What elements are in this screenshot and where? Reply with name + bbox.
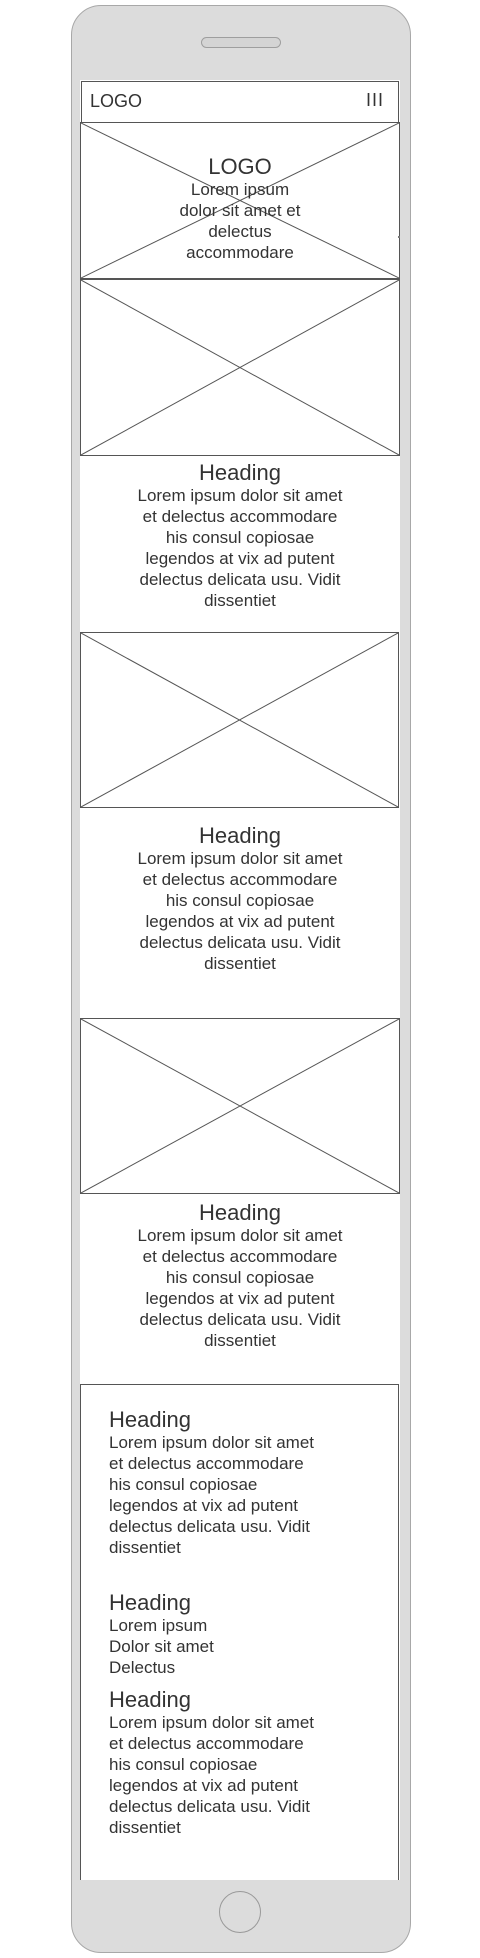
- speaker-grille: [201, 37, 281, 48]
- placeholder-cross-icon: [81, 123, 399, 278]
- section-line: et delectus accommodare: [142, 507, 338, 526]
- hero-image-placeholder: [80, 122, 400, 279]
- section-text-3: Heading Lorem ipsum dolor sit amet et de…: [80, 1200, 400, 1351]
- section-line: his consul copiosae: [165, 891, 315, 910]
- footer-heading: Heading: [109, 1407, 191, 1432]
- section-line: legendos at vix ad putent: [145, 912, 335, 931]
- hamburger-menu-icon[interactable]: III: [365, 90, 384, 110]
- footer-link[interactable]: Dolor sit amet: [109, 1637, 214, 1656]
- image-placeholder: [80, 1018, 400, 1194]
- footer-line: dissentiet: [109, 1538, 181, 1557]
- section-line: et delectus accommodare: [142, 870, 338, 889]
- footer-heading: Heading: [109, 1590, 191, 1615]
- image-placeholder: [80, 279, 400, 456]
- section-line: his consul copiosae: [165, 528, 315, 547]
- footer-line: Lorem ipsum dolor sit amet: [109, 1713, 315, 1732]
- footer-link[interactable]: Delectus: [109, 1658, 176, 1677]
- section-line: his consul copiosae: [165, 1268, 315, 1287]
- section-heading: Heading: [199, 823, 281, 848]
- footer-block-2: Heading Lorem ipsum Dolor sit amet Delec…: [109, 1590, 359, 1678]
- footer-line: legendos at vix ad putent: [109, 1776, 299, 1795]
- nav-logo[interactable]: LOGO: [90, 91, 143, 111]
- footer-heading: Heading: [109, 1687, 191, 1712]
- footer-block-1: Heading Lorem ipsum dolor sit amet et de…: [109, 1407, 359, 1558]
- section-line: Lorem ipsum dolor sit amet: [137, 486, 343, 505]
- footer-line: et delectus accommodare: [109, 1734, 304, 1753]
- phone-screen: [80, 80, 400, 1880]
- hero-line: dolor sit amet et: [179, 201, 301, 220]
- footer-line: et delectus accommodare: [109, 1454, 304, 1473]
- section-line: dissentiet: [204, 954, 276, 973]
- section-line: Lorem ipsum dolor sit amet: [137, 1226, 343, 1245]
- section-line: delectus delicata usu. Vidit: [139, 933, 341, 952]
- section-line: dissentiet: [204, 1331, 276, 1350]
- section-line: delectus delicata usu. Vidit: [139, 1310, 341, 1329]
- footer-line: delectus delicata usu. Vidit: [109, 1517, 310, 1536]
- section-line: delectus delicata usu. Vidit: [139, 570, 341, 589]
- image-placeholder: [80, 632, 399, 808]
- section-line: dissentiet: [204, 591, 276, 610]
- edge-mark: [398, 236, 400, 238]
- hero-text: LOGO Lorem ipsum dolor sit amet et delec…: [160, 155, 320, 263]
- hero-line: delectus: [208, 222, 272, 241]
- section-line: et delectus accommodare: [142, 1247, 338, 1266]
- placeholder-cross-icon: [81, 1019, 399, 1193]
- section-heading: Heading: [199, 1200, 281, 1225]
- footer: Heading Lorem ipsum dolor sit amet et de…: [80, 1384, 399, 1880]
- section-text-2: Heading Lorem ipsum dolor sit amet et de…: [80, 823, 400, 974]
- footer-line: his consul copiosae: [109, 1475, 258, 1494]
- section-heading: Heading: [199, 460, 281, 485]
- hero-logo: LOGO: [208, 154, 272, 179]
- navbar: LOGO III: [81, 81, 399, 123]
- footer-line: legendos at vix ad putent: [109, 1496, 299, 1515]
- hero-line: accommodare: [186, 243, 294, 262]
- footer-line: delectus delicata usu. Vidit: [109, 1797, 310, 1816]
- footer-line: dissentiet: [109, 1818, 181, 1837]
- placeholder-cross-icon: [81, 633, 398, 807]
- hero-line: Lorem ipsum: [190, 180, 290, 199]
- section-line: Lorem ipsum dolor sit amet: [137, 849, 343, 868]
- footer-line: his consul copiosae: [109, 1755, 258, 1774]
- section-line: legendos at vix ad putent: [145, 549, 335, 568]
- section-line: legendos at vix ad putent: [145, 1289, 335, 1308]
- footer-line: Lorem ipsum dolor sit amet: [109, 1433, 315, 1452]
- placeholder-cross-icon: [81, 280, 399, 455]
- footer-block-3: Heading Lorem ipsum dolor sit amet et de…: [109, 1687, 359, 1838]
- section-text-1: Heading Lorem ipsum dolor sit amet et de…: [80, 460, 400, 611]
- footer-link[interactable]: Lorem ipsum: [109, 1616, 208, 1635]
- home-button[interactable]: [219, 1891, 261, 1933]
